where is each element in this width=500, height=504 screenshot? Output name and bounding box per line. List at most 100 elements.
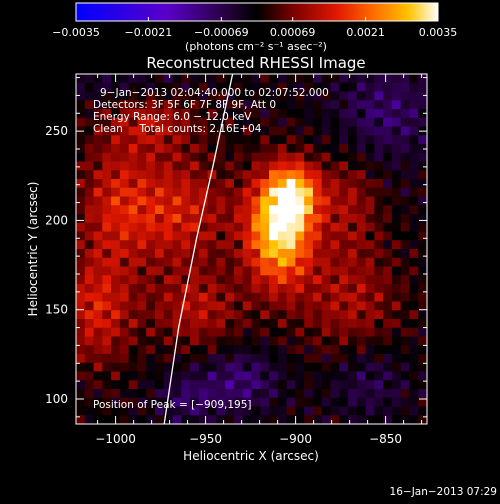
heatmap-cell (242, 152, 253, 163)
heatmap-cell (251, 389, 261, 399)
heatmap-cell (111, 179, 121, 189)
heatmap-cell (119, 354, 130, 364)
heatmap-cell (356, 371, 367, 381)
heatmap-cell (76, 415, 86, 424)
heatmap-cell (93, 117, 103, 128)
heatmap-cell (181, 415, 191, 424)
heatmap-cell (277, 310, 288, 320)
heatmap-cell (84, 74, 95, 84)
heatmap-cell (111, 266, 121, 276)
heatmap-cell (374, 91, 384, 101)
heatmap-cell (374, 170, 384, 180)
heatmap-cell (374, 214, 384, 224)
heatmap-cell (181, 117, 191, 128)
heatmap-cell (269, 179, 279, 189)
heatmap-cell (269, 389, 279, 399)
heatmap-cell (295, 345, 305, 355)
heatmap-cell (128, 257, 139, 268)
heatmap-cell (242, 362, 253, 373)
heatmap-cell (400, 222, 411, 233)
heatmap-cell (365, 187, 375, 198)
heatmap-cell (102, 310, 112, 320)
heatmap-cell (146, 205, 156, 215)
heatmap-cell (330, 301, 340, 311)
heatmap-cell (383, 82, 393, 93)
heatmap-cell (242, 170, 253, 180)
heatmap-cell (251, 266, 261, 276)
heatmap-cell (102, 415, 112, 424)
heatmap-cell (233, 301, 244, 311)
heatmap-cell (365, 310, 375, 320)
heatmap-cell (312, 397, 323, 408)
heatmap-cell (260, 196, 270, 206)
heatmap-cell (119, 380, 130, 390)
heatmap-cell (172, 362, 182, 373)
heatmap-cell (304, 257, 314, 268)
heatmap-cell (119, 179, 130, 189)
observation-annotations: 9−Jan−2013 02:04:40.000 to 02:07:52.000 … (93, 87, 329, 135)
heatmap-cell (163, 284, 174, 294)
heatmap-cell (111, 310, 121, 320)
heatmap-cell (269, 257, 279, 268)
heatmap-cell (93, 266, 103, 276)
heatmap-cell (304, 266, 314, 276)
heatmap-cell (102, 179, 112, 189)
heatmap-cell (269, 205, 279, 215)
heatmap-cell (225, 231, 235, 241)
heatmap-cell (330, 310, 340, 320)
heatmap-cell (295, 240, 305, 250)
heatmap-cell (146, 117, 156, 128)
heatmap-cell (295, 266, 305, 276)
heatmap-cell (400, 327, 411, 338)
heatmap-cell (260, 354, 270, 364)
heatmap-cell (409, 240, 419, 250)
colorbar-tick-label: −0.0035 (52, 26, 100, 39)
heatmap-cell (172, 100, 182, 110)
heatmap-cell (207, 310, 218, 320)
heatmap-cell (76, 231, 86, 241)
heatmap-cell (190, 214, 200, 224)
heatmap-cell (304, 319, 314, 329)
heatmap-cell (365, 336, 375, 346)
heatmap-cell (304, 161, 314, 171)
heatmap-cell (400, 257, 411, 268)
heatmap-cell (198, 415, 209, 424)
heatmap-cell (269, 152, 279, 163)
heatmap-cell (418, 205, 427, 215)
heatmap-cell (286, 179, 296, 189)
heatmap-cell (216, 380, 226, 390)
heatmap-cell (181, 100, 191, 110)
heatmap-cell (260, 214, 270, 224)
heatmap-cell (348, 187, 358, 198)
heatmap-cell (391, 144, 402, 154)
heatmap-cell (339, 109, 349, 119)
heatmap-cell (76, 327, 86, 338)
heatmap-cell (128, 389, 139, 399)
heatmap-cell (277, 100, 288, 110)
heatmap-cell (216, 284, 226, 294)
heatmap-cell (365, 362, 375, 373)
heatmap-cell (233, 91, 244, 101)
heatmap-cell (154, 397, 165, 408)
heatmap-cell (216, 266, 226, 276)
heatmap-cell (295, 284, 305, 294)
heatmap-cell (312, 301, 323, 311)
heatmap-cell (330, 187, 340, 198)
heatmap-cell (295, 187, 305, 198)
heatmap-cell (304, 179, 314, 189)
heatmap-cell (233, 74, 244, 84)
heatmap-cell (383, 380, 393, 390)
heatmap-cell (119, 266, 130, 276)
heatmap-cell (339, 117, 349, 128)
heatmap-cell (93, 327, 103, 338)
heatmap-cell (216, 170, 226, 180)
heatmap-cell (286, 231, 296, 241)
heatmap-cell (251, 187, 261, 198)
heatmap-cell (295, 301, 305, 311)
heatmap-cell (418, 117, 427, 128)
heatmap-cell (400, 126, 411, 136)
heatmap-cell (251, 74, 261, 84)
heatmap-cell (383, 397, 393, 408)
heatmap-cell (365, 205, 375, 215)
heatmap-cell (383, 144, 393, 154)
